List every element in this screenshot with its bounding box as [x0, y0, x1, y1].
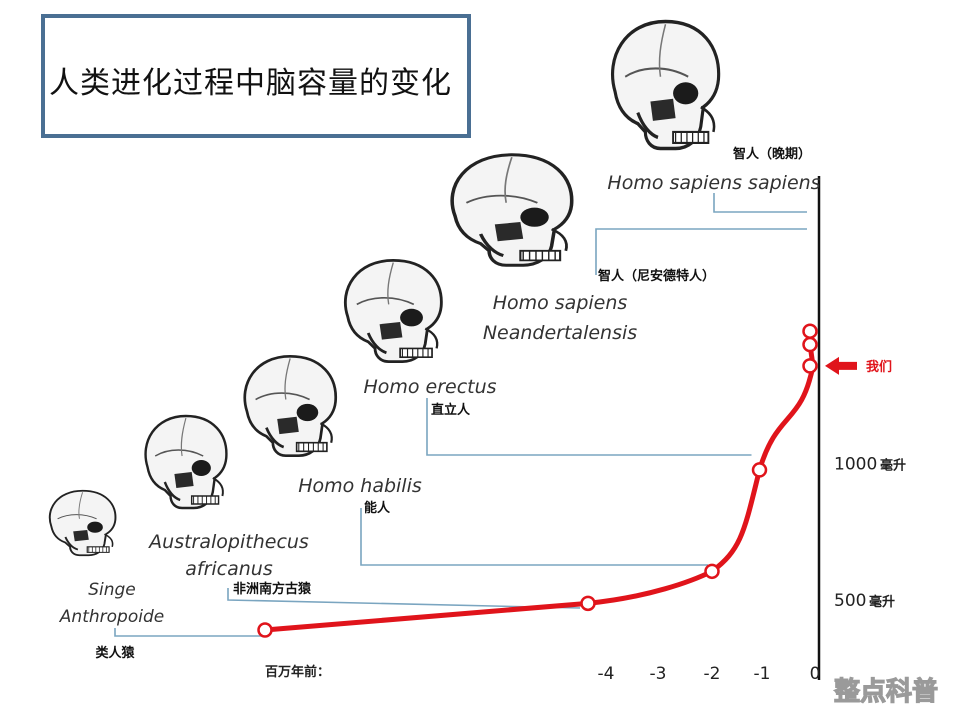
x-tick-label: -2 [704, 664, 721, 684]
arrow-left-icon [825, 356, 857, 375]
leader-line-2 [360, 508, 708, 566]
x-tick-label: -4 [598, 664, 615, 684]
data-point-1 [580, 595, 596, 612]
species-cn-label: 智人（尼安德特人） [598, 268, 715, 284]
species-latin-label: Homo sapiens sapiens [607, 172, 820, 194]
x-axis-label: 百万年前： [265, 664, 330, 680]
skull-icon [450, 153, 574, 267]
species-cn-label: 类人猿 [95, 645, 135, 661]
chart-title: 人类进化过程中脑容量的变化 [49, 66, 452, 101]
data-point-0 [257, 622, 273, 638]
species-latin-label: Anthropoide [59, 607, 164, 627]
species-latin-label: Neandertalensis [483, 322, 637, 344]
watermark-text: 整点科普 [834, 676, 938, 707]
data-point-6 [802, 358, 818, 374]
us-label: 我们 [866, 359, 892, 375]
species-cn-label: 非洲南方古猿 [233, 581, 312, 597]
leader-line-0 [114, 628, 265, 637]
data-point-5 [802, 323, 818, 339]
data-point-3 [751, 462, 768, 478]
skull-icon [610, 19, 721, 151]
species-latin-label: Homo habilis [298, 475, 422, 497]
species-cn-label: 能人 [364, 500, 391, 516]
species-cn-label: 智人（晚期） [733, 146, 811, 162]
svg-text:毫升: 毫升 [880, 458, 906, 474]
species-latin-label: Homo erectus [363, 376, 496, 398]
svg-text:毫升: 毫升 [869, 594, 895, 610]
skull-icon [48, 489, 117, 557]
species-latin-label: Homo sapiens [493, 292, 628, 314]
species-cn-label: 直立人 [431, 402, 471, 418]
leader-line-4 [595, 228, 807, 275]
data-series-line [262, 328, 816, 633]
x-tick-label: -3 [650, 664, 667, 684]
svg-text:500: 500 [834, 591, 866, 611]
x-tick-label: 0 [810, 664, 821, 684]
data-point-2 [704, 563, 720, 580]
skull-icon [243, 354, 337, 458]
y-tick-label-1000: 1000 毫升 [834, 455, 906, 475]
x-tick-label: -1 [754, 664, 771, 684]
leader-line-3 [426, 398, 752, 456]
svg-text:1000: 1000 [834, 455, 877, 475]
species-latin-label: Australopithecus [147, 531, 309, 553]
leader-line-5 [713, 193, 807, 213]
y-tick-label-500: 500 毫升 [834, 591, 895, 611]
species-latin-label: Singe [88, 580, 136, 600]
title-box: 人类进化过程中脑容量的变化 [41, 14, 471, 138]
data-point-4 [802, 336, 818, 353]
skull-icon [144, 414, 228, 510]
leader-line-1 [227, 588, 581, 609]
skull-icon [343, 259, 443, 363]
species-latin-label: africanus [185, 558, 273, 580]
